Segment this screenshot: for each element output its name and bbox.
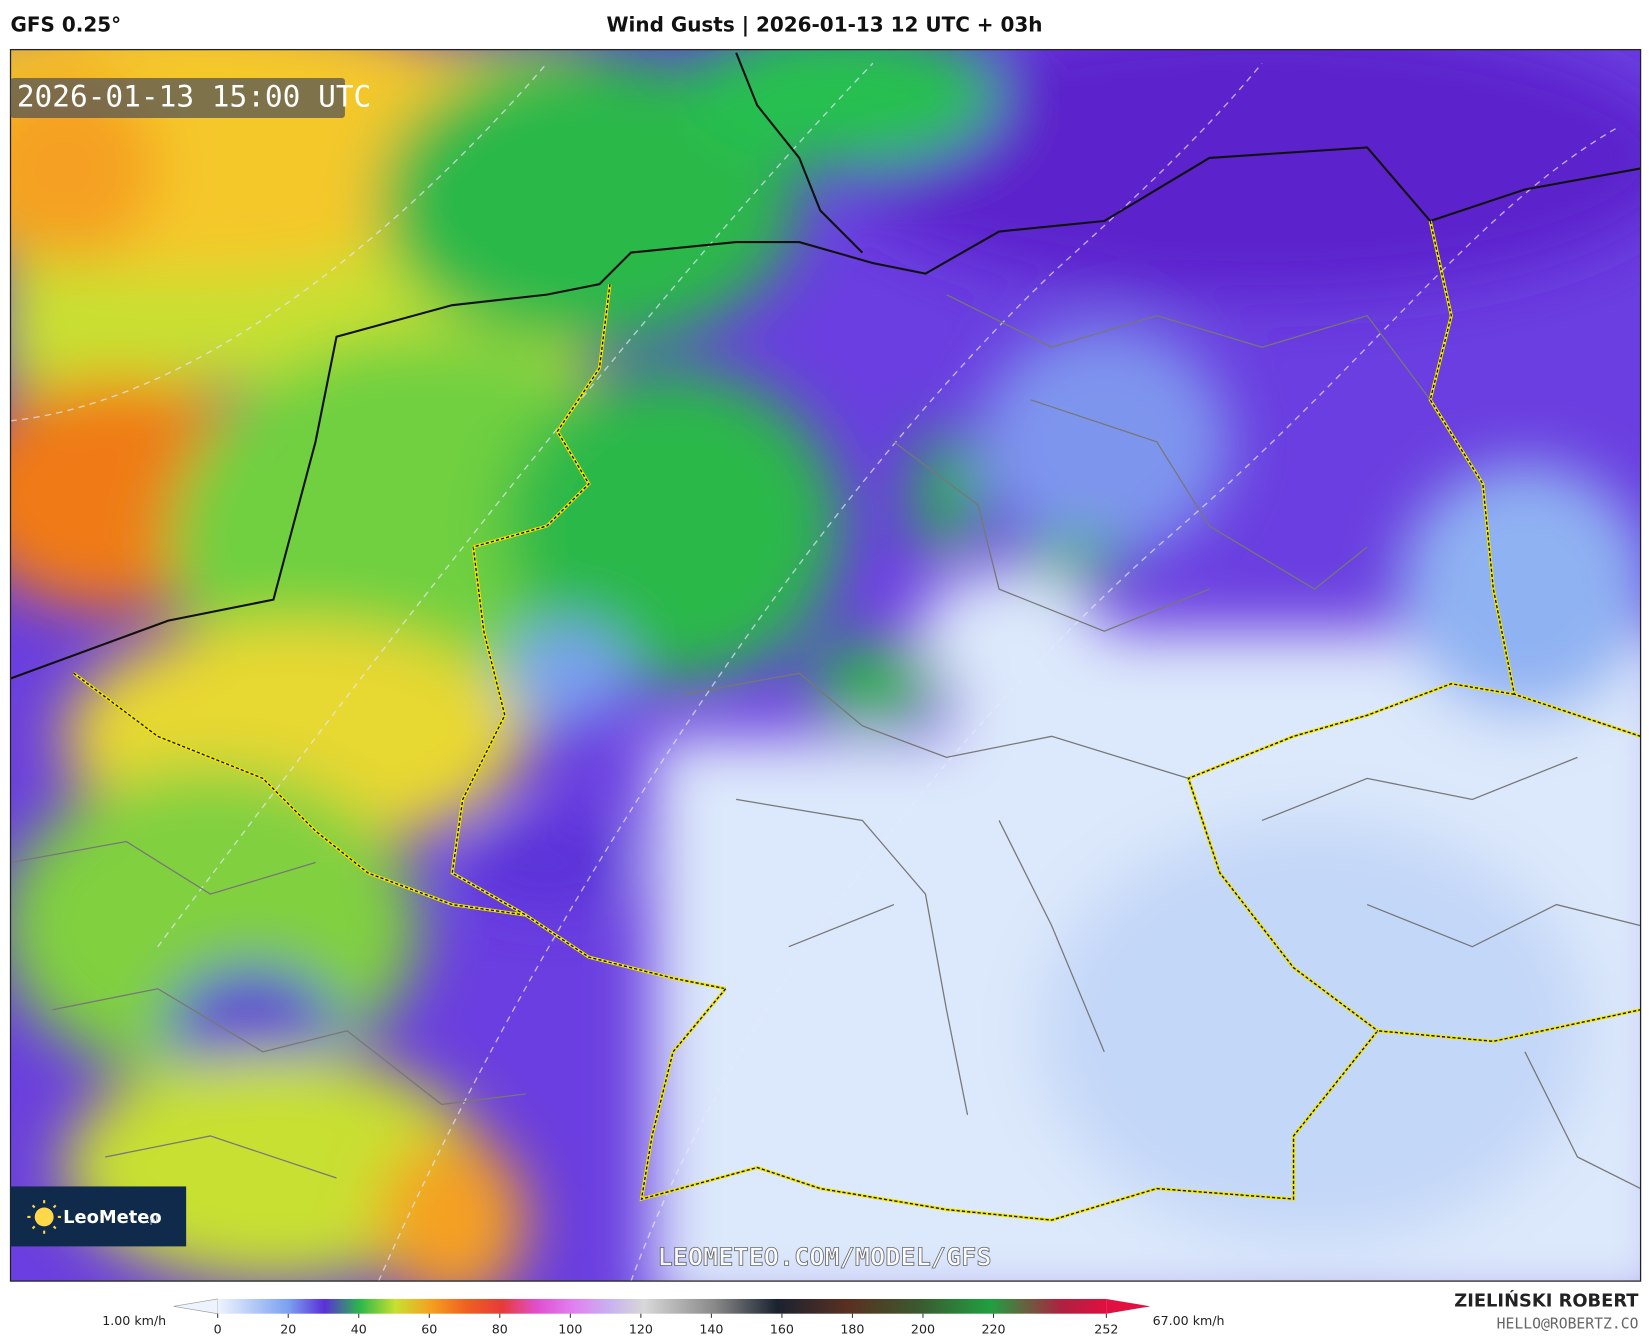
colorbar-tick-label: 252 — [1094, 1322, 1118, 1337]
colorbar-tick-label: 160 — [770, 1322, 794, 1337]
colorbar-tick-label: 120 — [629, 1322, 653, 1337]
colorbar-tick-label: 140 — [699, 1322, 723, 1337]
timestamp: 2026-01-13 15:00 UTC — [17, 79, 371, 113]
author-email: HELLO@ROBERTZ.CO — [1497, 1315, 1639, 1332]
logo: LeoMeteo — [63, 1207, 162, 1228]
colorbar: 1.00 km/h 67.00 km/h 0 20 40 60 80 100 120 140 1… — [102, 1298, 1225, 1337]
colorbar-tick-label: 100 — [558, 1322, 582, 1337]
map-title: Wind Gusts | 2026-01-13 12 UTC + 03h — [606, 13, 1042, 37]
colorbar-tick-label: 0 — [214, 1322, 222, 1337]
model-label: GFS 0.25° — [11, 13, 122, 37]
colorbar-tick-label: 220 — [981, 1322, 1005, 1337]
legend-min: 1.00 km/h — [102, 1313, 166, 1328]
watermark: LEOMETEO.COM/MODEL/GFS — [657, 1242, 991, 1271]
author-name: ZIELIŃSKI ROBERT — [1454, 1289, 1639, 1311]
legend-max: 67.00 km/h — [1153, 1313, 1225, 1328]
colorbar-tick-label: 80 — [492, 1322, 508, 1337]
colorbar-tick-label: 180 — [840, 1322, 864, 1337]
colorbar-tick-label: 200 — [911, 1322, 935, 1337]
logo-suffix: .pl — [147, 1215, 157, 1225]
colorbar-tick-label: 40 — [351, 1322, 367, 1337]
colorbar-tick-label: 20 — [280, 1322, 296, 1337]
colorbar-tick-label: 60 — [421, 1322, 437, 1337]
